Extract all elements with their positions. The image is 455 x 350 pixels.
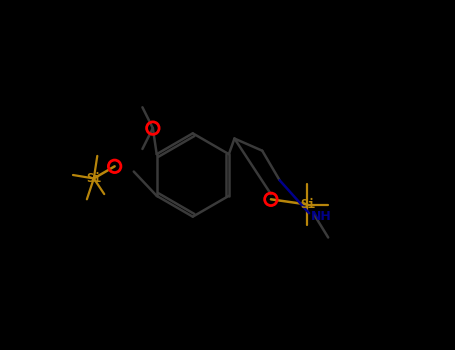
Text: Si: Si — [86, 172, 101, 185]
Text: Si: Si — [300, 198, 315, 211]
Text: NH: NH — [311, 210, 332, 223]
